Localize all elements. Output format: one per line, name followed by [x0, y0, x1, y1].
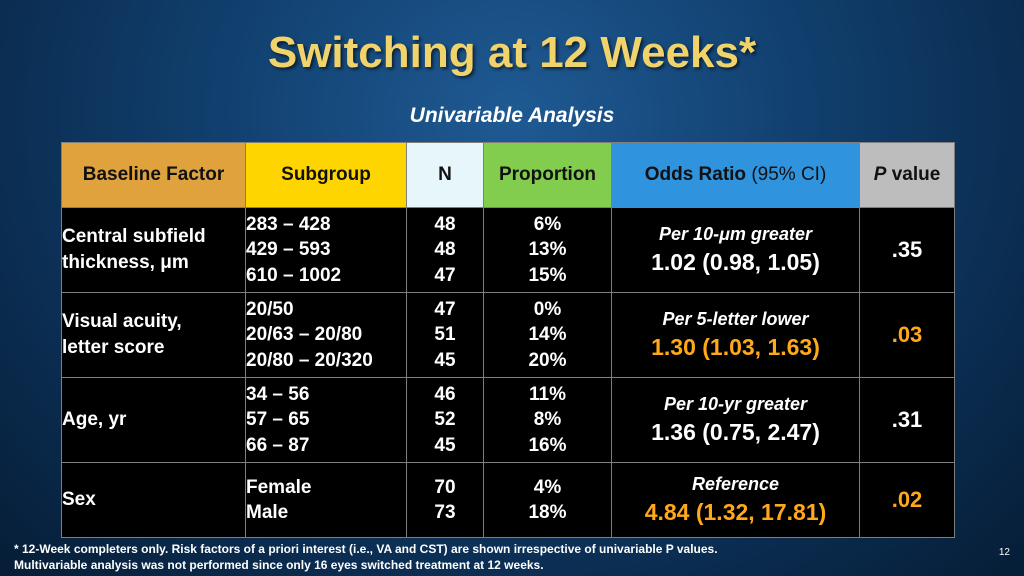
baseline-factor-cell: Visual acuity, letter score: [61, 292, 246, 378]
proportion-cell: 11% 8% 16%: [483, 377, 612, 463]
header-p-value: P value: [859, 142, 955, 208]
factor-line: Sex: [62, 489, 96, 510]
odds-ratio-cell: Per 10-μm greater 1.02 (0.98, 1.05): [611, 207, 860, 293]
subgroup-value: 20/80 – 20/320: [246, 349, 373, 371]
factor-line: Visual acuity,: [62, 311, 182, 332]
n-value: 45: [434, 349, 456, 371]
subgroup-value: 20/50: [246, 298, 294, 320]
odds-ratio-label: Reference: [691, 474, 780, 494]
odds-ratio-label: Per 10-μm greater: [659, 224, 812, 244]
odds-ratio-label: Per 5-letter lower: [662, 309, 809, 329]
proportion-cell: 6% 13% 15%: [483, 207, 612, 293]
proportion-cell: 0% 14% 20%: [483, 292, 612, 378]
footnote-line-2: Multivariable analysis was not performed…: [14, 558, 544, 572]
n-value: 45: [434, 434, 456, 456]
subgroup-cell: 20/50 20/63 – 20/80 20/80 – 20/320: [245, 292, 407, 378]
odds-ratio-cell: Per 5-letter lower 1.30 (1.03, 1.63): [611, 292, 860, 378]
slide-title: Switching at 12 Weeks*: [267, 28, 757, 77]
n-value: 70: [434, 476, 456, 498]
proportion-value: 0%: [533, 298, 562, 320]
proportion-value: 18%: [528, 502, 567, 523]
p-value-cell: .03: [859, 292, 955, 378]
subgroup-value: Female: [246, 476, 312, 498]
subgroup-value: 610 – 1002: [246, 264, 342, 286]
odds-ratio-value: 1.02 (0.98, 1.05): [651, 249, 820, 275]
odds-ratio-cell: Reference 4.84 (1.32, 17.81): [611, 462, 860, 538]
header-proportion: Proportion: [483, 142, 612, 208]
header-p-italic: P: [873, 164, 887, 185]
odds-ratio-label: Per 10-yr greater: [663, 394, 808, 414]
table-row: Sex Female Male 70 73 4% 18% Reference 4.84 (1.3…: [61, 462, 955, 538]
n-value: 47: [434, 298, 456, 320]
proportion-value: 6%: [533, 213, 562, 235]
proportion-cell: 4% 18%: [483, 462, 612, 538]
odds-ratio-value: 4.84 (1.32, 17.81): [644, 499, 827, 525]
table-header-row: Baseline Factor Subgroup N Proportion Od…: [61, 142, 955, 208]
subgroup-value: 34 – 56: [246, 383, 310, 405]
subgroup-cell: 34 – 56 57 – 65 66 – 87: [245, 377, 407, 463]
header-odds-ratio-ci: (95% CI): [751, 164, 827, 185]
header-baseline-factor: Baseline Factor: [61, 142, 246, 208]
header-odds-ratio: Odds Ratio (95% CI): [611, 142, 860, 208]
factor-line: letter score: [62, 337, 165, 358]
baseline-factor-cell: Sex: [61, 462, 246, 538]
factor-line: thickness, μm: [62, 252, 189, 273]
proportion-value: 16%: [528, 434, 567, 456]
subgroup-cell: 283 – 428 429 – 593 610 – 1002: [245, 207, 407, 293]
footnote-line-1: * 12-Week completers only. Risk factors …: [14, 542, 718, 556]
proportion-value: 15%: [528, 264, 567, 286]
slide-subtitle: Univariable Analysis: [409, 104, 615, 127]
subgroup-cell: Female Male: [245, 462, 407, 538]
footnote: * 12-Week completers only. Risk factors …: [14, 541, 718, 573]
n-value: 52: [434, 409, 456, 431]
table-row: Visual acuity, letter score 20/50 20/63 – 2…: [61, 292, 955, 378]
odds-ratio-value: 1.30 (1.03, 1.63): [651, 334, 820, 360]
n-cell: 47 51 45: [406, 292, 484, 378]
proportion-value: 11%: [529, 383, 566, 405]
subgroup-value: 57 – 65: [246, 409, 310, 431]
proportion-value: 14%: [528, 324, 567, 346]
odds-ratio-value: 1.36 (0.75, 2.47): [651, 419, 820, 445]
proportion-value: 8%: [533, 409, 562, 431]
n-value: 73: [434, 502, 456, 523]
table-row: Central subfield thickness, μm 283 – 428 42…: [61, 207, 955, 293]
subgroup-value: 20/63 – 20/80: [246, 324, 363, 346]
p-value-cell: .02: [859, 462, 955, 538]
proportion-value: 20%: [528, 349, 567, 371]
factor-line: Age, yr: [62, 409, 127, 430]
subgroup-value: 283 – 428: [246, 213, 331, 235]
header-p-rest: value: [891, 164, 941, 185]
p-value-cell: .35: [859, 207, 955, 293]
odds-ratio-cell: Per 10-yr greater 1.36 (0.75, 2.47): [611, 377, 860, 463]
header-n: N: [406, 142, 484, 208]
n-cell: 70 73: [406, 462, 484, 538]
subgroup-value: 429 – 593: [246, 239, 331, 261]
baseline-factor-cell: Age, yr: [61, 377, 246, 463]
page-number: 12: [998, 547, 1010, 558]
proportion-value: 13%: [528, 239, 567, 261]
header-odds-ratio-main: Odds Ratio: [644, 164, 747, 185]
factor-line: Central subfield: [62, 226, 206, 247]
proportion-value: 4%: [533, 476, 562, 498]
n-value: 48: [434, 213, 456, 235]
results-table: Baseline Factor Subgroup N Proportion Od…: [61, 142, 955, 538]
table-row: Age, yr 34 – 56 57 – 65 66 – 87 46 52 45 11% 8% 1…: [61, 377, 955, 463]
p-value-cell: .31: [859, 377, 955, 463]
header-subgroup: Subgroup: [245, 142, 407, 208]
subgroup-value: 66 – 87: [246, 434, 310, 456]
n-value: 51: [434, 324, 456, 346]
n-cell: 48 48 47: [406, 207, 484, 293]
n-value: 48: [434, 239, 456, 261]
subgroup-value: Male: [246, 502, 289, 523]
n-value: 46: [434, 383, 456, 405]
n-cell: 46 52 45: [406, 377, 484, 463]
n-value: 47: [434, 264, 456, 286]
baseline-factor-cell: Central subfield thickness, μm: [61, 207, 246, 293]
